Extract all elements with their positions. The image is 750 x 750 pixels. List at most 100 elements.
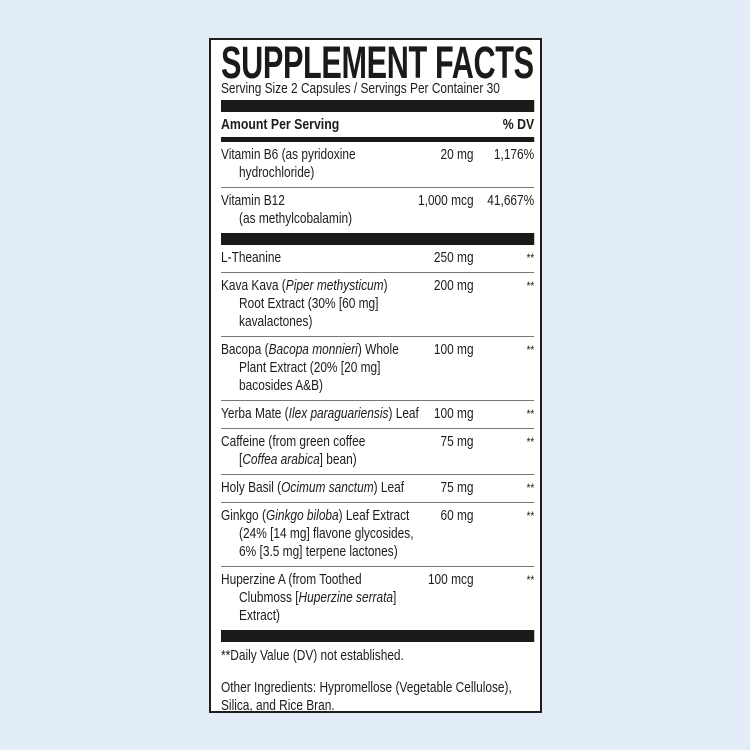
latin-name: Coffea arabica [242,452,320,468]
name-text: ) Leaf [373,480,405,496]
nutrient-name-line: hydrochloride) [221,164,534,182]
nutrient-name-line: [Coffea arabica] bean) [221,451,534,469]
dv-value: ** [526,435,535,449]
nutrient-row: Caffeine (from green coffee [Coffea arabi… [221,429,535,475]
nutrient-name-line: Caffeine (from green coffee [221,433,534,451]
nutrient-row: Holy Basil (Ocimum sanctum) Leaf 75 mg ** [221,475,535,503]
nutrient-name-line: Vitamin B12 [221,192,534,210]
name-text: [ [239,452,243,468]
amount-value: 100 mg [433,342,474,358]
nutrient-name-line: Kava Kava (Piper methysticum) [221,277,534,295]
nutrient-name-line: bacosides A&B) [221,377,534,395]
amount-value: 60 mg [440,508,474,524]
name-text: (as methylcobalamin) [239,211,353,227]
name-text: ) Whole [357,342,399,358]
dv-value: ** [526,279,535,293]
nutrient-name-line: L-Theanine [221,249,534,267]
name-text: Holy Basil ( [221,480,282,496]
dv-header: % DV [502,115,535,133]
serving-info: Serving Size 2 Capsules / Servings Per C… [221,81,500,97]
nutrient-name-line: (24% [14 mg] flavone glycosides, [221,525,534,543]
name-text: Yerba Mate ( [221,406,289,422]
name-text: kavalactones) [239,314,313,330]
dv-value: ** [526,343,535,357]
footnote: **Daily Value (DV) not established. [221,648,404,664]
panel-title: SUPPLEMENT FACTS [221,37,534,88]
nutrient-name-line: Extract) [221,607,534,625]
dv-value: 41,667% [487,193,535,209]
nutrient-name-line: Root Extract (30% [60 mg] [221,295,534,313]
name-text: bacosides A&B) [239,378,323,394]
nutrient-name-line: Vitamin B6 (as pyridoxine [221,146,534,164]
name-text: Vitamin B12 [221,193,285,209]
nutrient-name-line: Clubmoss [Huperzine serrata] [221,589,534,607]
name-text: 6% [3.5 mg] terpene lactones) [239,544,398,560]
nutrient-name-line: (as methylcobalamin) [221,210,534,228]
nutrient-name-line: Holy Basil (Ocimum sanctum) Leaf [221,479,534,497]
amount-value: 200 mg [433,278,474,294]
name-text: Ginkgo ( [221,508,266,524]
nutrient-name-line: Yerba Mate (Ilex paraguariensis) Leaf [221,405,534,423]
supplement-facts-panel: SUPPLEMENT FACTS Serving Size 2 Capsules… [209,37,542,715]
name-text: Kava Kava ( [221,278,286,294]
other-ingredients-line: Silica, and Rice Bran. [221,698,335,714]
vitamins-section: Vitamin B6 (as pyridoxine hydrochloride) 2… [221,142,535,233]
amount-value: 20 mg [440,147,474,163]
name-text: Huperzine A (from Toothed [221,572,362,588]
name-text: Bacopa ( [221,342,269,358]
panel-body: Serving Size 2 Capsules / Servings Per C… [221,78,535,715]
nutrient-name-line: kavalactones) [221,313,534,331]
nutrient-name-line: Ginkgo (Ginkgo biloba) Leaf Extract [221,507,534,525]
nutrient-name-line: Huperzine A (from Toothed [221,571,534,589]
amount-value: 75 mg [440,480,474,496]
other-ingredients-line: Other Ingredients: Hypromellose (Vegetab… [221,680,512,696]
name-text: Extract) [239,608,281,624]
name-text: Vitamin B6 (as pyridoxine [221,147,356,163]
nutrient-row: Kava Kava (Piper methysticum) Root Extrac… [221,273,535,337]
nutrient-row: Vitamin B12 (as methylcobalamin) 1,000 mcg… [221,188,534,233]
nutrient-row: Ginkgo (Ginkgo biloba) Leaf Extract (24% … [221,503,535,567]
dv-value: 1,176% [493,147,535,163]
amount-per-serving-header: Amount Per Serving [221,115,340,133]
nutrient-row: Bacopa (Bacopa monnieri) Whole Plant Extr… [221,337,535,401]
name-text: ) Leaf Extract [338,508,410,524]
name-text: (24% [14 mg] flavone glycosides, [239,526,414,542]
name-text: ] [393,590,397,606]
other-ingredients: Other Ingredients: Hypromellose (Vegetab… [221,679,534,715]
column-header: Amount Per Serving % DV [221,112,534,137]
nutrient-row: Huperzine A (from Toothed Clubmoss [Huper… [221,567,534,630]
latin-name: Bacopa monnieri [268,342,358,358]
divider-bar [221,137,535,142]
name-text: ] bean) [319,452,357,468]
divider-bar [221,100,535,112]
name-text: Clubmoss [ [239,590,299,606]
divider-bar [221,233,535,245]
name-text: ) [383,278,388,294]
amount-value: 1,000 mcg [418,193,474,209]
amount-value: 100 mg [433,406,474,422]
name-text: ) Leaf [388,406,419,422]
dv-value: ** [526,481,535,495]
nutrient-row: L-Theanine 250 mg ** [221,245,535,273]
latin-name: Ocimum sanctum [281,480,374,496]
latin-name: Piper methysticum [285,278,384,294]
dv-value: ** [526,407,535,421]
amount-value: 75 mg [440,434,474,450]
dv-value: ** [526,251,535,265]
latin-name: Huperzine serrata [298,590,394,606]
amount-value: 100 mcg [427,572,474,588]
nutrient-name-line: Bacopa (Bacopa monnieri) Whole [221,341,534,359]
divider-bar [221,630,535,642]
name-text: L-Theanine [221,250,282,266]
dv-value: ** [526,509,535,523]
name-text: Root Extract (30% [60 mg] [239,296,379,312]
name-text: Plant Extract (20% [20 mg] [239,360,381,376]
nutrient-row: Vitamin B6 (as pyridoxine hydrochloride) 2… [221,142,535,188]
name-text: hydrochloride) [239,165,315,181]
nutrient-row: Yerba Mate (Ilex paraguariensis) Leaf 100… [221,401,535,429]
latin-name: Ilex paraguariensis [288,406,389,422]
name-text: Caffeine (from green coffee [221,434,366,450]
ingredients-section: L-Theanine 250 mg ** Kava Kava (Piper methy… [221,245,535,630]
nutrient-name-line: 6% [3.5 mg] terpene lactones) [221,543,534,561]
amount-value: 250 mg [433,250,474,266]
